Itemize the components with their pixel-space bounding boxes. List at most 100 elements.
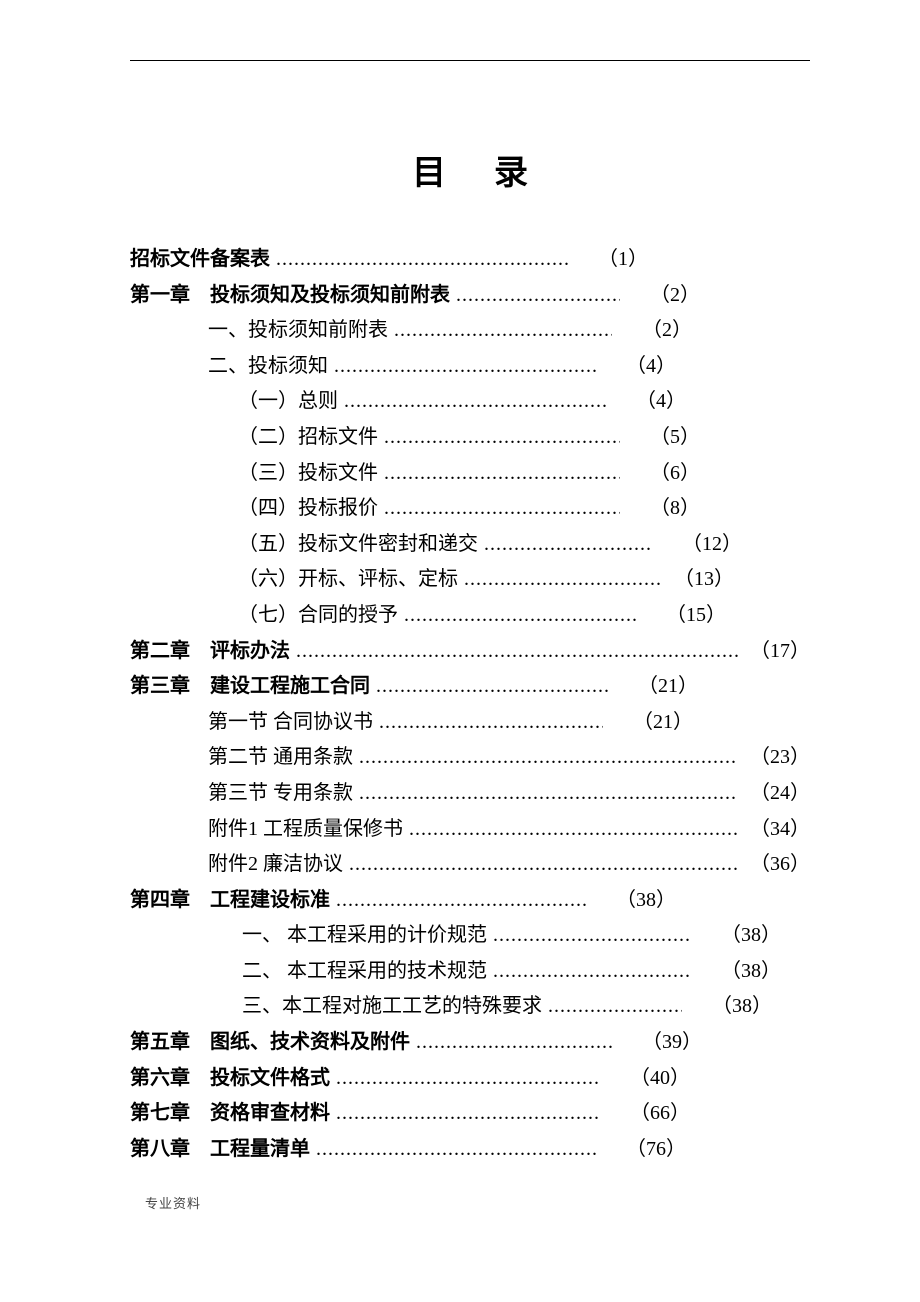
toc-entry-page: （38）: [706, 989, 772, 1025]
toc-entry: 一、投标须知前附表...............................…: [130, 313, 810, 349]
toc-entry-label: （七）合同的授予: [238, 598, 398, 634]
toc-entry-page: （38）: [610, 883, 676, 919]
toc-entry-page: （4）: [630, 384, 686, 420]
toc-entry-label: 二、 本工程采用的技术规范: [242, 954, 487, 990]
toc-leader: ........................................…: [276, 242, 568, 278]
toc-entry-page: （21）: [627, 705, 693, 741]
toc-entry-page: （2）: [644, 278, 700, 314]
toc-entry-page: （12）: [676, 527, 742, 563]
toc-entry: 第六章 投标文件格式..............................…: [130, 1061, 810, 1097]
toc-entry: （六）开标、评标、定标.............................…: [130, 562, 810, 598]
toc-leader: ........................................…: [379, 705, 603, 741]
toc-entry: （七）合同的授予................................…: [130, 598, 810, 634]
toc-entry-label: 第四章 工程建设标准: [130, 883, 330, 919]
toc-entry-label: 第五章 图纸、技术资料及附件: [130, 1025, 410, 1061]
toc-entry-label: （一）总则: [238, 384, 338, 420]
toc-entry-label: （六）开标、评标、定标: [238, 562, 458, 598]
toc-entry-label: 第二节 通用条款: [208, 740, 353, 776]
toc-entry-label: 第三节 专用条款: [208, 776, 353, 812]
toc-entry-page: （17）: [744, 634, 810, 670]
toc-leader: ........................................…: [349, 847, 738, 883]
toc-entry-page: （39）: [636, 1025, 702, 1061]
toc-entry: 附件1 工程质量保修书.............................…: [130, 812, 810, 848]
toc-entry-page: （21）: [632, 669, 698, 705]
toc-entry: 第八章 工程量清单...............................…: [130, 1132, 810, 1168]
toc-entry-label: 附件2 廉洁协议: [208, 847, 343, 883]
toc-leader: ........................................…: [464, 562, 662, 598]
toc-leader: ........................................…: [344, 384, 606, 420]
page-title: 目录: [130, 145, 810, 194]
toc-leader: ........................................…: [376, 669, 608, 705]
toc-entry-label: 第六章 投标文件格式: [130, 1061, 330, 1097]
toc-entry: 第七章 资格审查材料..............................…: [130, 1096, 810, 1132]
toc-leader: ........................................…: [296, 634, 738, 670]
toc-leader: ........................................…: [456, 278, 620, 314]
toc-entry-label: 第三章 建设工程施工合同: [130, 669, 370, 705]
toc-leader: ........................................…: [394, 313, 612, 349]
toc-entry: 二、 本工程采用的技术规范...........................…: [130, 954, 810, 990]
toc-entry-page: （15）: [660, 598, 726, 634]
toc-entry-label: 第一章 投标须知及投标须知前附表: [130, 278, 450, 314]
toc-entry-label: 招标文件备案表: [130, 242, 270, 278]
toc-entry-page: （13）: [668, 562, 734, 598]
toc-leader: ........................................…: [384, 420, 620, 456]
content-area: 目录 招标文件备案表..............................…: [130, 145, 810, 1167]
table-of-contents: 招标文件备案表.................................…: [130, 242, 810, 1167]
toc-leader: ........................................…: [409, 812, 738, 848]
toc-entry: 附件2 廉洁协议................................…: [130, 847, 810, 883]
toc-leader: ........................................…: [384, 456, 620, 492]
toc-leader: ........................................…: [404, 598, 636, 634]
toc-entry-page: （5）: [644, 420, 700, 456]
toc-entry-page: （34）: [744, 812, 810, 848]
toc-leader: ........................................…: [416, 1025, 612, 1061]
toc-entry-page: （2）: [636, 313, 692, 349]
toc-entry: 第四章 工程建设标准..............................…: [130, 883, 810, 919]
toc-leader: ........................................…: [336, 1061, 600, 1097]
footer-text: 专业资料: [145, 1193, 201, 1212]
toc-entry-page: （66）: [624, 1096, 690, 1132]
top-rule: [130, 60, 810, 61]
toc-entry-label: （四）投标报价: [238, 491, 378, 527]
toc-entry-page: （40）: [624, 1061, 690, 1097]
toc-leader: ........................................…: [493, 918, 691, 954]
toc-entry: 第二节 通用条款................................…: [130, 740, 810, 776]
toc-entry: （二）招标文件.................................…: [130, 420, 810, 456]
toc-entry-page: （8）: [644, 491, 700, 527]
toc-entry-page: （38）: [715, 954, 781, 990]
toc-entry: 第三节 专用条款................................…: [130, 776, 810, 812]
toc-entry: 第三章 建设工程施工合同............................…: [130, 669, 810, 705]
toc-entry-page: （6）: [644, 456, 700, 492]
toc-entry-page: （38）: [715, 918, 781, 954]
toc-leader: ........................................…: [484, 527, 652, 563]
toc-entry-label: 第八章 工程量清单: [130, 1132, 310, 1168]
toc-entry-label: 一、 本工程采用的计价规范: [242, 918, 487, 954]
toc-entry-label: （二）招标文件: [238, 420, 378, 456]
toc-entry: 二、投标须知..................................…: [130, 349, 810, 385]
toc-leader: ........................................…: [359, 776, 738, 812]
toc-entry: 三、本工程对施工工艺的特殊要求.........................…: [130, 989, 810, 1025]
toc-entry-label: 一、投标须知前附表: [208, 313, 388, 349]
toc-leader: ........................................…: [316, 1132, 596, 1168]
toc-entry-label: 第二章 评标办法: [130, 634, 290, 670]
toc-entry-page: （24）: [744, 776, 810, 812]
toc-entry-page: （36）: [744, 847, 810, 883]
toc-entry-label: （五）投标文件密封和递交: [238, 527, 478, 563]
toc-entry-label: 二、投标须知: [208, 349, 328, 385]
toc-leader: ........................................…: [334, 349, 596, 385]
toc-entry: （三）投标文件.................................…: [130, 456, 810, 492]
toc-entry-page: （4）: [620, 349, 676, 385]
toc-leader: ........................................…: [359, 740, 738, 776]
toc-entry-page: （23）: [744, 740, 810, 776]
toc-entry-label: 附件1 工程质量保修书: [208, 812, 403, 848]
toc-entry: （五）投标文件密封和递交............................…: [130, 527, 810, 563]
toc-entry-page: （76）: [620, 1132, 686, 1168]
toc-entry-label: 三、本工程对施工工艺的特殊要求: [242, 989, 542, 1025]
toc-entry: （一）总则...................................…: [130, 384, 810, 420]
toc-entry: 第一节 合同协议书...............................…: [130, 705, 810, 741]
toc-leader: ........................................…: [384, 491, 620, 527]
toc-entry: 第一章 投标须知及投标须知前附表........................…: [130, 278, 810, 314]
toc-leader: ........................................…: [493, 954, 691, 990]
toc-entry: 第二章 评标办法................................…: [130, 634, 810, 670]
toc-entry: （四）投标报价.................................…: [130, 491, 810, 527]
toc-leader: ........................................…: [336, 1096, 600, 1132]
